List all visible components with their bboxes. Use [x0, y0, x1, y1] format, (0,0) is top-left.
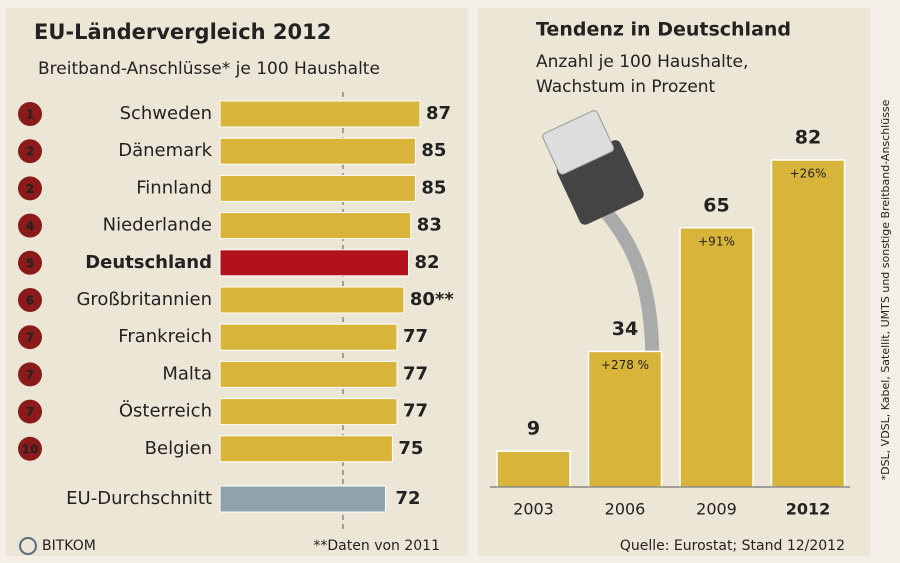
category-label: Großbritannien	[76, 289, 212, 310]
left-subtitle: Breitband-Anschlüsse* je 100 Haushalte	[38, 59, 380, 79]
value-label: 83	[417, 215, 442, 236]
growth-label: +278 %	[601, 358, 649, 372]
growth-label: +26%	[790, 167, 827, 181]
bar	[587, 350, 663, 488]
bar	[219, 435, 393, 463]
bar	[219, 398, 398, 426]
value-label: 77	[403, 363, 428, 384]
average-label: EU-Durchschnitt	[66, 488, 212, 509]
value-label: 82	[795, 127, 821, 149]
bar	[219, 286, 405, 314]
left-title: EU-Ländervergleich 2012	[34, 20, 331, 44]
rank-badge	[18, 250, 42, 275]
rank-badge	[18, 213, 42, 238]
rank-badge	[18, 399, 42, 424]
right-subtitle: Anzahl je 100 Haushalte,	[536, 52, 748, 72]
rank-badge	[18, 102, 42, 126]
category-label: Finnland	[136, 177, 212, 198]
bar	[496, 450, 571, 488]
rank: 5	[26, 256, 34, 270]
rank: 10	[22, 442, 39, 456]
right-title: Tendenz in Deutschland	[536, 19, 791, 41]
value-label: 87	[426, 103, 451, 124]
bar	[219, 249, 410, 277]
bar	[770, 159, 846, 488]
x-tick-label: 2006	[605, 500, 646, 519]
rank: 7	[26, 368, 34, 382]
bar	[219, 323, 398, 351]
rank-badge	[18, 362, 42, 387]
logo-icon	[19, 537, 37, 555]
x-tick-label: 2009	[696, 500, 737, 519]
x-tick-label: 2003	[513, 500, 554, 519]
category-label: Belgien	[145, 438, 212, 459]
growth-label: +91%	[698, 234, 735, 248]
rank-badge	[18, 139, 42, 164]
rank: 4	[26, 219, 34, 233]
average-value: 72	[396, 488, 421, 509]
category-label: Schweden	[120, 103, 212, 124]
footnote: **Daten von 2011	[313, 538, 440, 554]
category-label: Frankreich	[118, 326, 212, 347]
left-panel	[6, 8, 468, 556]
right-subtitle: Wachstum in Prozent	[536, 77, 716, 97]
category-label: Deutschland	[85, 252, 212, 273]
x-tick-label: 2012	[786, 500, 831, 519]
value-label: 77	[403, 401, 428, 422]
bar	[219, 212, 412, 240]
rank-badge	[18, 325, 42, 350]
category-label: Dänemark	[118, 140, 212, 161]
rank: 7	[26, 331, 34, 345]
bar	[679, 227, 754, 488]
value-label: 82	[415, 252, 440, 273]
logo: BITKOM	[42, 538, 96, 554]
value-label: 9	[527, 418, 540, 440]
bar	[219, 174, 416, 202]
rank: 2	[26, 182, 34, 196]
source: Quelle: Eurostat; Stand 12/2012	[620, 538, 845, 554]
value-label: 77	[403, 326, 428, 347]
category-label: Niederlande	[103, 215, 212, 236]
rank-badge	[18, 436, 42, 461]
value-label: 34	[612, 318, 638, 340]
value-label: 75	[398, 438, 423, 459]
side-note: *DSL, VDSL, Kabel, Satellit, UMTS und so…	[879, 99, 892, 480]
bar	[219, 100, 421, 128]
bar	[219, 137, 416, 165]
value-label: 65	[703, 194, 729, 216]
rank: 2	[26, 145, 34, 159]
category-label: Österreich	[119, 400, 212, 422]
rank: 1	[26, 108, 34, 122]
rank-badge	[18, 288, 42, 312]
rank: 6	[26, 294, 34, 308]
value-label: 80**	[410, 289, 454, 310]
bar	[219, 360, 398, 388]
rank-badge	[18, 176, 42, 201]
value-label: 85	[421, 177, 446, 198]
rank: 7	[26, 405, 34, 419]
value-label: 85	[421, 140, 446, 161]
category-label: Malta	[162, 363, 212, 384]
average-bar	[219, 485, 387, 513]
